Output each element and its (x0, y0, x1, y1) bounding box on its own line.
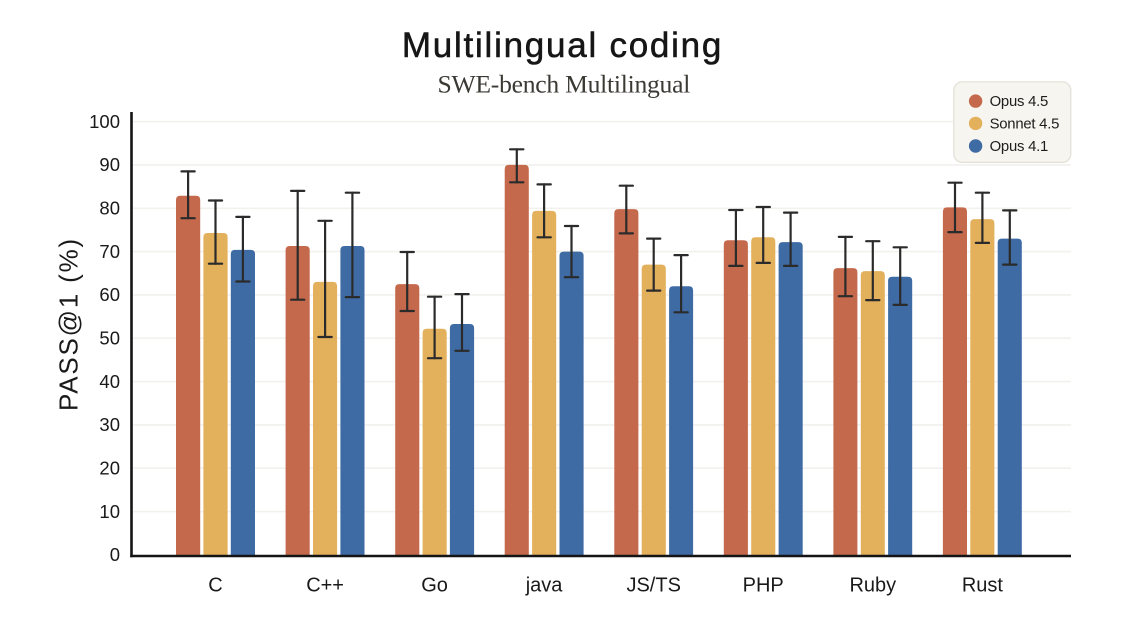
svg-text:Sonnet 4.5: Sonnet 4.5 (990, 116, 1060, 132)
svg-text:10: 10 (99, 501, 120, 522)
svg-text:30: 30 (99, 414, 120, 435)
svg-text:PASS@1 (%): PASS@1 (%) (53, 237, 83, 411)
svg-text:C++: C++ (306, 575, 344, 597)
svg-text:Go: Go (421, 575, 448, 597)
svg-text:40: 40 (99, 371, 120, 392)
svg-text:SWE-bench Multilingual: SWE-bench Multilingual (438, 69, 691, 98)
svg-text:0: 0 (110, 544, 120, 565)
svg-text:90: 90 (99, 154, 120, 175)
svg-text:Opus 4.1: Opus 4.1 (990, 139, 1048, 155)
svg-text:70: 70 (99, 241, 120, 262)
svg-text:PHP: PHP (743, 575, 784, 597)
svg-text:80: 80 (99, 198, 120, 219)
svg-text:JS/TS: JS/TS (626, 575, 680, 597)
svg-text:50: 50 (99, 327, 120, 348)
svg-text:100: 100 (89, 111, 120, 132)
svg-text:Opus 4.5: Opus 4.5 (990, 94, 1048, 110)
svg-text:Ruby: Ruby (849, 575, 896, 597)
svg-text:Rust: Rust (962, 575, 1004, 597)
svg-text:Multilingual coding: Multilingual coding (402, 26, 723, 65)
svg-text:C: C (208, 575, 222, 597)
svg-text:20: 20 (99, 457, 120, 478)
svg-text:60: 60 (99, 284, 120, 305)
svg-text:java: java (525, 575, 564, 597)
